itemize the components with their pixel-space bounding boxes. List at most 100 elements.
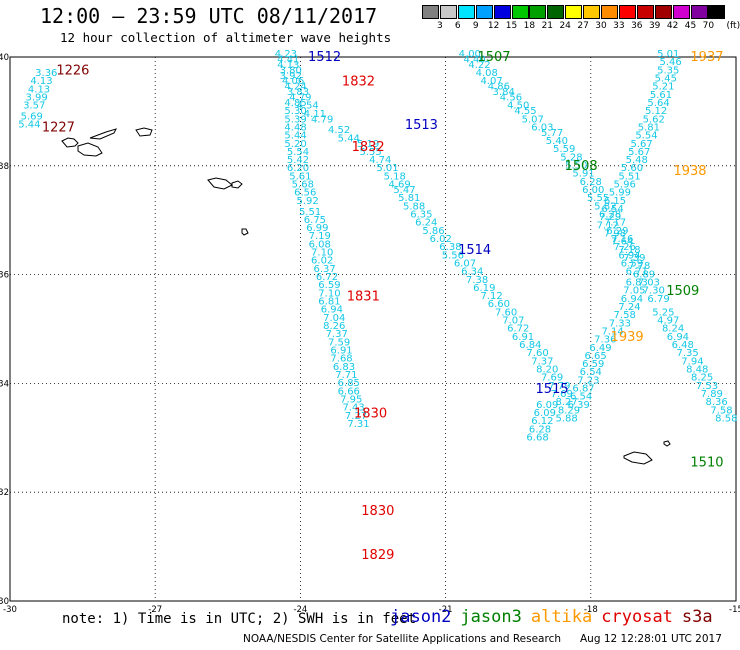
pass-label: 1227 (42, 121, 75, 136)
pass-label: 1508 (565, 159, 598, 174)
wave-height-value: 7.98 (604, 229, 626, 240)
wave-height-value: 3.92 (280, 71, 302, 82)
wave-height-value: 6.89 (633, 269, 655, 280)
wave-height-value: 6.48 (672, 340, 694, 351)
wave-height-value: 6.59 (318, 280, 340, 291)
wave-height-value: 7.07 (502, 316, 524, 327)
wave-height-value: 6.49 (589, 343, 611, 354)
wave-height-value: 6.81 (318, 297, 340, 308)
wave-height-value: 5.86 (422, 226, 444, 237)
wave-height-value: 8.48 (686, 365, 708, 376)
color-swatch (583, 5, 601, 19)
wave-height-value: 5.55 (359, 147, 381, 158)
wave-height-value: 5.54 (635, 131, 657, 142)
wave-height-value: 8.26 (323, 321, 345, 332)
wave-height-value: 5.88 (403, 201, 425, 212)
color-scale-label: 9 (472, 21, 479, 31)
wave-height-value: 5.42 (287, 155, 309, 166)
wave-height-value: 4.41 (277, 54, 299, 65)
wave-height-value: 6.02 (430, 234, 452, 245)
color-swatch (708, 5, 726, 19)
wave-height-value: 7.19 (309, 231, 331, 242)
wave-height-value: 5.91 (572, 169, 594, 180)
wave-height-value: 5.28 (560, 152, 582, 163)
wave-height-value: 5.20 (284, 139, 306, 150)
color-swatch (565, 5, 583, 19)
wave-height-value: 6.28 (599, 209, 621, 220)
wave-height-value: 5.59 (553, 144, 575, 155)
wave-height-value: 7.58 (710, 405, 732, 416)
pass-label: 1939 (611, 330, 644, 345)
wave-height-value: 4.85 (284, 98, 306, 109)
wave-height-value: 5.61 (289, 171, 311, 182)
wave-height-value: 8.29 (558, 405, 580, 416)
wave-height-value: 8.36 (706, 397, 728, 408)
wave-height-value: 7.33 (609, 318, 631, 329)
wave-height-value: 7.69 (541, 373, 563, 384)
legend-jason3: jason3 (460, 607, 522, 627)
wave-height-value: 6.34 (461, 267, 483, 278)
wave-height-value: 5.48 (626, 155, 648, 166)
wave-height-value: 5.44 (18, 120, 40, 131)
wave-height-value: 6.91 (330, 345, 352, 356)
wave-height-value: 7.68 (330, 354, 352, 365)
wave-height-value: 7.78 (628, 261, 650, 272)
map-subtitle: 12 hour collection of altimeter wave hei… (60, 30, 392, 45)
wave-height-value: 4.48 (284, 122, 306, 133)
wave-height-value: 6.68 (526, 433, 548, 444)
color-scale-label: 18 (523, 21, 536, 31)
wave-height-value: 7.59 (328, 337, 350, 348)
wave-height-value: 7.58 (614, 310, 636, 321)
wave-height-value: 6.72 (507, 324, 529, 335)
wave-height-value: 5.46 (660, 57, 682, 68)
wave-height-value: 4.06 (282, 76, 304, 87)
pass-label: 1514 (458, 243, 491, 258)
color-scale-label: 33 (613, 21, 625, 31)
wave-height-value: 7.12 (480, 291, 502, 302)
wave-height-value: 5.01 (657, 49, 679, 60)
wave-height-value: 6.28 (529, 424, 551, 435)
wave-height-value: 7.16 (611, 234, 633, 245)
color-swatch (422, 5, 439, 19)
wave-height-value: 7.36 (594, 335, 616, 346)
color-swatch (547, 5, 565, 19)
wave-height-value: 6.94 (618, 250, 640, 261)
wave-height-value: 5.47 (393, 185, 415, 196)
wave-height-value: 6.66 (338, 386, 360, 397)
island-madeira (623, 451, 653, 465)
wave-height-value: 5.67 (628, 147, 650, 158)
wave-height-value: 7.39 (623, 253, 645, 264)
wave-height-value: 3.36 (35, 68, 57, 79)
pass-label: 1938 (673, 164, 706, 179)
wave-height-value: 5.92 (297, 196, 319, 207)
wave-height-value: 6.91 (512, 332, 534, 343)
pass-label: 1830 (354, 406, 387, 421)
wave-height-value: 7.64 (611, 237, 633, 248)
wave-height-value: 6.08 (309, 239, 331, 250)
satellite-tracks: 4.234.414.133.803.924.064.243.834.794.85… (18, 49, 737, 444)
wave-height-value: 5.18 (384, 171, 406, 182)
wave-height-value: 7.18 (618, 245, 640, 256)
pass-label: 1512 (308, 50, 341, 65)
wave-height-value: 5.12 (645, 106, 667, 117)
wave-height-value: 3.99 (25, 93, 47, 104)
wave-height-value: 6.94 (621, 294, 643, 305)
wave-height-value: 6.71 (626, 267, 648, 278)
color-swatch (475, 5, 493, 19)
color-scale-label: 27 (577, 21, 589, 31)
wave-height-value: 7.71 (335, 370, 357, 381)
wave-height-value: 4.40 (464, 54, 486, 65)
island-santa-maria (231, 180, 243, 189)
wave-height-value: 5.30 (284, 106, 306, 117)
wave-height-value: 7.30 (643, 286, 665, 297)
wave-height-value: 6.29 (606, 226, 628, 237)
island-sao-jorge (135, 127, 153, 137)
pass-label: 1509 (666, 284, 699, 299)
wave-height-value: 6.54 (580, 367, 602, 378)
wave-height-value: 7.10 (318, 288, 340, 299)
wave-height-value: 8.25 (691, 373, 713, 384)
wave-height-value: 4.11 (304, 109, 326, 120)
pass-label: 1830 (361, 504, 394, 519)
wave-height-value: 5.07 (522, 114, 544, 125)
pass-label: 1513 (405, 118, 438, 133)
